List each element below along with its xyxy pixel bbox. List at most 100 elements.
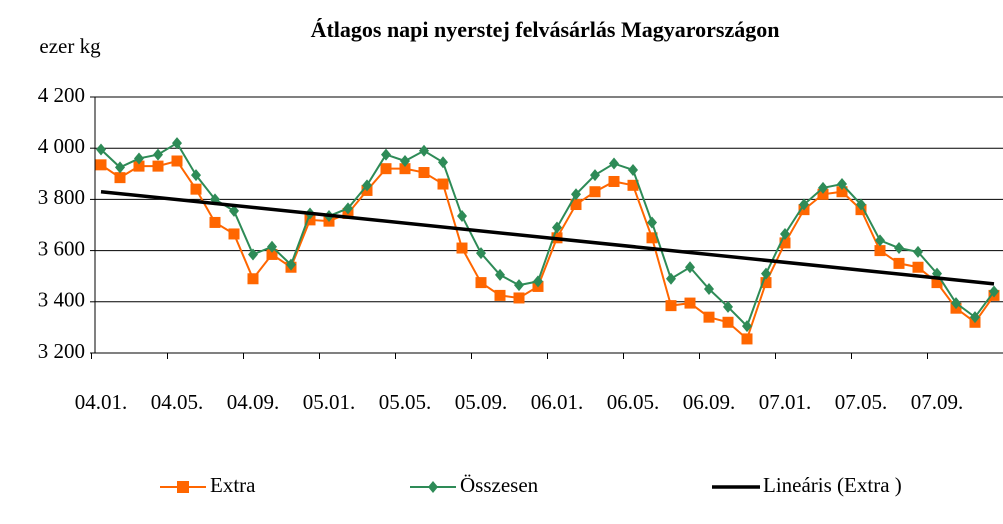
marker [570,199,582,211]
marker [989,285,999,298]
marker [723,300,733,313]
marker [552,221,562,234]
marker [418,167,430,179]
chart-title: Átlagos napi nyerstej felvásárlás Magyar… [311,17,780,42]
marker [228,228,240,240]
marker [912,261,924,273]
marker [647,216,657,229]
marker [495,268,505,281]
y-tick-label: 3 400 [38,288,85,312]
marker [399,163,411,175]
y-tick-label: 3 600 [38,236,85,260]
marker [665,300,677,312]
y-tick-label: 3 200 [38,339,85,363]
marker [456,242,468,254]
x-tick-label: 07.05. [835,390,888,414]
y-axis-label: ezer kg [39,34,101,58]
y-tick-label: 4 000 [38,134,85,158]
marker [343,202,353,215]
x-tick-label: 06.09. [683,390,736,414]
marker [609,157,619,170]
marker [286,258,296,271]
legend-label: Extra [210,473,256,497]
x-tick-label: 07.01. [759,390,812,414]
marker [590,169,600,182]
marker [779,237,791,249]
marker [437,178,449,190]
marker [457,210,467,223]
marker [780,227,790,240]
marker [627,179,639,191]
series-line [100,159,995,341]
marker [628,163,638,176]
legend-label: Lineáris (Extra ) [763,473,902,497]
marker [209,216,221,228]
marker [818,181,828,194]
marker [722,316,734,328]
marker [381,148,391,161]
x-tick-label: 05.09. [455,390,508,414]
marker [380,163,392,175]
y-tick-label: 3 800 [38,185,85,209]
marker [115,161,125,174]
marker [589,186,601,198]
marker [438,156,448,169]
marker [741,333,753,345]
marker [133,160,145,172]
marker [172,137,182,150]
marker [400,155,410,167]
x-tick-label: 05.01. [303,390,356,414]
y-tick-label: 4 200 [38,83,85,107]
marker [266,248,278,260]
legend-label: Összesen [460,473,539,497]
marker [704,283,714,295]
marker [171,155,183,167]
marker [475,277,487,289]
marker [190,183,202,195]
marker [419,144,429,157]
marker [913,245,923,258]
series-line [100,141,995,328]
x-tick-label: 06.01. [531,390,584,414]
marker [951,297,961,310]
marker [666,272,676,285]
marker [799,198,809,211]
x-tick-label: 07.09. [911,390,964,414]
legend-marker [177,481,189,493]
marker [513,292,525,304]
x-tick-label: 04.01. [75,390,128,414]
marker [362,179,372,192]
marker [476,247,486,260]
marker [685,261,695,274]
marker [304,214,316,226]
marker [608,175,620,187]
marker [703,311,715,323]
marker [893,257,905,269]
marker [836,186,848,198]
marker [742,320,752,333]
x-tick-label: 04.09. [227,390,280,414]
marker [874,245,886,257]
marker [95,159,107,171]
marker [96,143,106,156]
marker [153,148,163,161]
marker [533,275,543,288]
marker [134,152,144,165]
marker [571,188,581,201]
marker [875,234,885,247]
marker [191,169,201,182]
marker [248,248,258,261]
marker [931,277,943,289]
x-tick-label: 04.05. [151,390,204,414]
marker [514,279,524,292]
marker [817,188,829,200]
marker [856,198,866,211]
marker [970,311,980,324]
legend-marker [428,481,438,493]
marker [894,242,904,255]
marker [494,289,506,301]
marker [229,204,239,217]
marker [267,240,277,253]
marker [837,178,847,191]
